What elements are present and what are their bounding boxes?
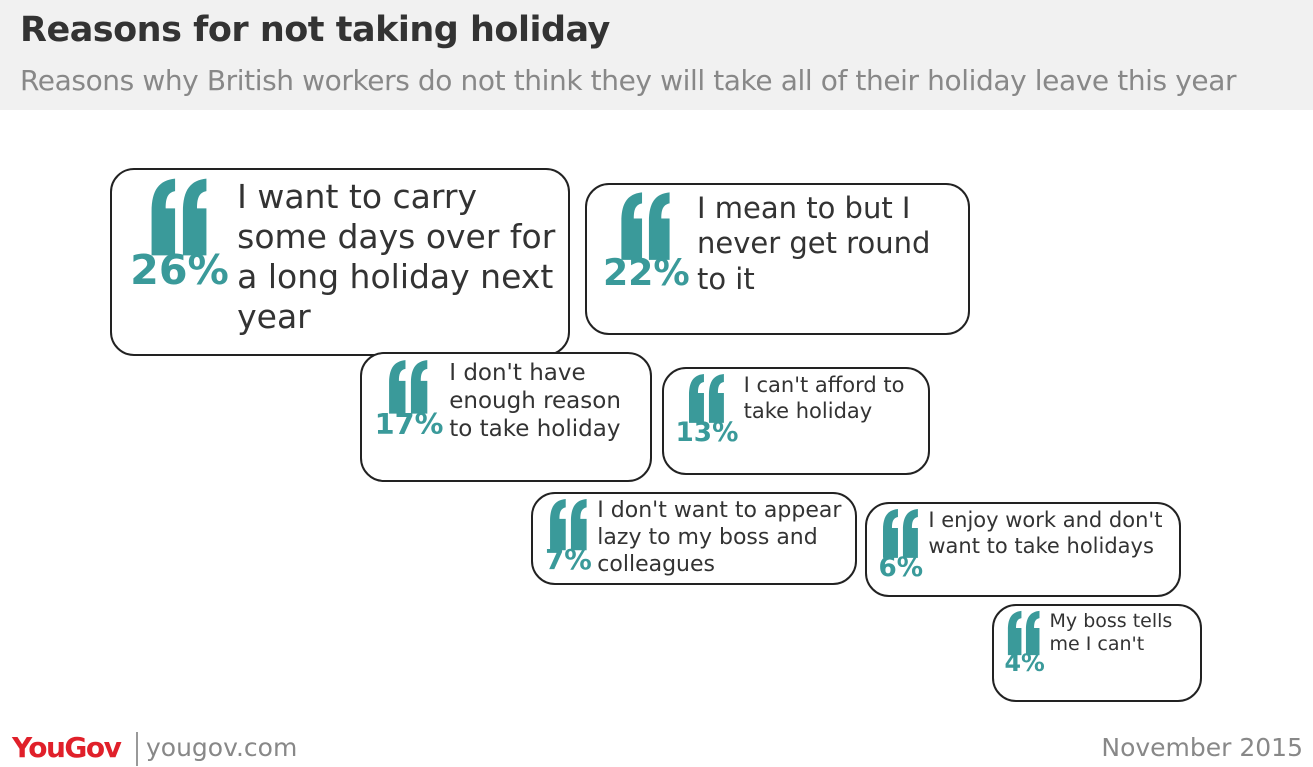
- quote-box: 17% I don't have enough reason to take ho…: [360, 352, 652, 482]
- quote-side: 6%: [878, 508, 924, 595]
- quote-mark: [570, 499, 587, 551]
- quote-icon: [151, 178, 207, 255]
- quote-icon: [882, 509, 918, 559]
- quote-icon: [549, 499, 587, 551]
- quote-icon: [621, 192, 670, 260]
- quote-mark: [1008, 610, 1022, 655]
- quote-mark: [902, 509, 918, 559]
- quote-side: 22%: [603, 191, 690, 333]
- quote-side: 17%: [374, 359, 444, 480]
- quote-box: 4% My boss tells me I can't: [992, 604, 1202, 702]
- website: yougov.com: [146, 733, 298, 762]
- quote-mark: [1026, 610, 1040, 655]
- quote-mark: [649, 192, 670, 260]
- quote-mark: [151, 178, 175, 255]
- value-label: 17%: [374, 406, 444, 441]
- quote-box: 26% I want to carry some days over for a …: [110, 168, 570, 356]
- value-label: 6%: [878, 552, 924, 583]
- quote-side: 7%: [545, 498, 592, 583]
- reason-text: I don't want to appear lazy to my boss a…: [597, 498, 842, 578]
- quote-mark: [882, 509, 898, 559]
- quote-mark: [411, 359, 428, 414]
- separator: [136, 732, 138, 766]
- brand-logo: YouGov: [12, 731, 122, 764]
- quote-side: 13%: [675, 373, 739, 473]
- quote-box: 22% I mean to but I never get round to it: [585, 183, 970, 335]
- header: Reasons for not taking holiday Reasons w…: [0, 0, 1313, 110]
- value-label: 22%: [602, 251, 690, 295]
- value-label: 7%: [545, 544, 592, 577]
- quote-mark: [389, 359, 406, 414]
- quote-mark: [689, 374, 704, 424]
- chart-title: Reasons for not taking holiday: [20, 10, 610, 50]
- quote-mark: [549, 499, 566, 551]
- chart-subtitle: Reasons why British workers do not think…: [20, 64, 1237, 97]
- reason-text: I don't have enough reason to take holid…: [449, 359, 621, 442]
- reason-text: My boss tells me I can't: [1049, 609, 1173, 655]
- quote-side: 26%: [130, 177, 229, 354]
- quote-side: 4%: [1004, 610, 1045, 700]
- reason-text: I enjoy work and don't want to take holi…: [928, 508, 1163, 558]
- date: November 2015: [1101, 733, 1303, 762]
- value-label: 26%: [130, 245, 229, 294]
- value-label: 4%: [1004, 648, 1045, 677]
- quote-box: 6% I enjoy work and don't want to take ho…: [865, 502, 1181, 597]
- reason-text: I want to carry some days over for a lon…: [237, 176, 556, 337]
- quote-mark: [621, 192, 643, 260]
- value-label: 13%: [675, 417, 739, 448]
- quote-icon: [689, 374, 724, 424]
- reason-text: I mean to but I never get round to it: [696, 190, 931, 296]
- quote-mark: [708, 374, 724, 424]
- quote-icon: [1008, 610, 1040, 655]
- quote-box: 7% I don't want to appear lazy to my boss…: [531, 492, 857, 585]
- quote-icon: [389, 359, 428, 414]
- quote-mark: [182, 178, 207, 255]
- quote-box: 13% I can't afford to take holiday: [662, 367, 930, 475]
- reason-text: I can't afford to take holiday: [743, 373, 905, 423]
